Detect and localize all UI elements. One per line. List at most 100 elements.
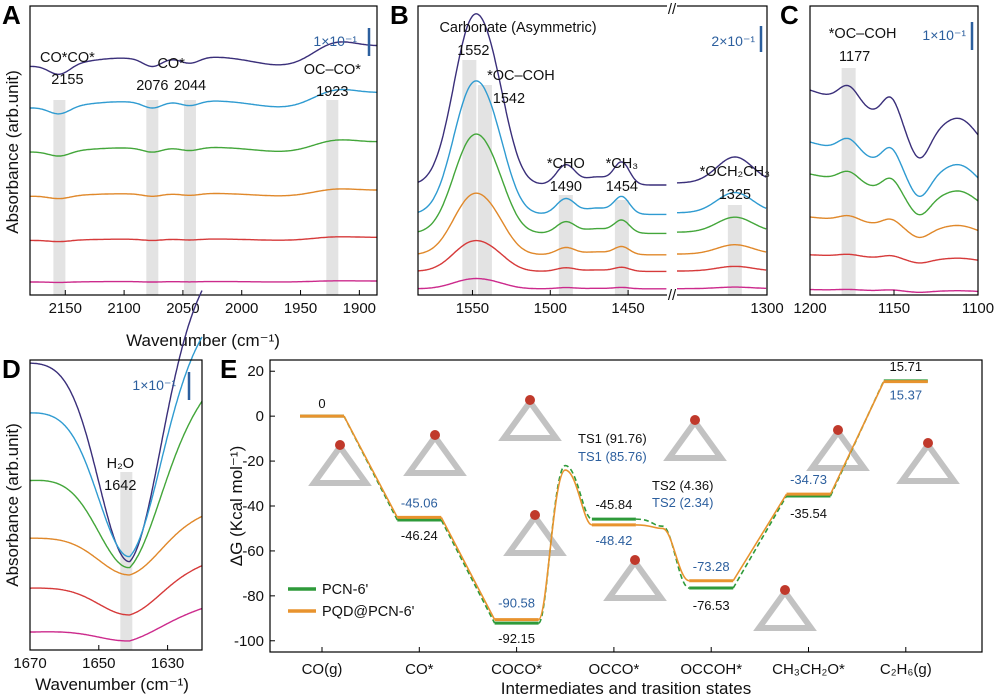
catalyst-structure — [753, 585, 817, 631]
band-value: 1490 — [550, 179, 582, 195]
panel-d-axes — [29, 359, 203, 651]
band-value: 2076 — [136, 78, 168, 94]
pcn-value-label: -35.54 — [790, 506, 827, 521]
pqd-value-label: -73.28 — [693, 559, 730, 574]
panel-d-xlabel: Wavenumber (cm⁻¹) — [35, 675, 189, 694]
catalyst-structure — [603, 555, 667, 601]
catalyst-structure — [503, 510, 567, 556]
panel-b-xtick-label: 1550 — [456, 300, 489, 317]
panel-a-spectrum-3 — [30, 188, 377, 200]
pcn-value-label: -45.84 — [595, 497, 632, 512]
band-value: 1923 — [316, 84, 348, 100]
panel-b-spectrum-right-5 — [677, 286, 767, 290]
band-label: CO* — [157, 56, 185, 72]
band-value: 1325 — [719, 187, 751, 203]
band-value: 2044 — [174, 78, 206, 94]
panel-d-scalebar-label: 1×10⁻¹ — [132, 377, 176, 393]
panel-a-scalebar-label: 1×10⁻¹ — [313, 33, 357, 49]
band-label: *OC–COH — [487, 68, 555, 84]
panel-d-xtick-label: 1670 — [13, 655, 46, 672]
energy-connector — [829, 381, 885, 495]
panel-a-xtick-label: 2050 — [166, 300, 199, 317]
panel-d-label: D — [2, 354, 21, 384]
panel-e-ytick-label: -60 — [242, 543, 264, 560]
panel-b-spectrum-left-3 — [417, 192, 667, 256]
catalyst-structure — [663, 415, 727, 461]
panel-b-axes — [417, 5, 768, 296]
band-value: 1542 — [493, 91, 525, 107]
band-2044 — [183, 100, 196, 295]
panel-c-spectrum-2 — [809, 170, 979, 216]
pqd-value-label: 15.37 — [890, 388, 923, 403]
panel-c-spectrum-4 — [810, 253, 979, 264]
panel-d-xtick-label: 1630 — [151, 655, 184, 672]
panel-e-ytick-label: -20 — [242, 453, 264, 470]
band-2076 — [146, 100, 159, 295]
legend-label: PQD@PCN-6' — [322, 604, 415, 620]
panel-b-spectrum-left-1 — [417, 80, 667, 216]
pcn-value-label: -76.53 — [693, 598, 730, 613]
ts2-pcn-label: TS2 (4.36) — [652, 478, 713, 493]
panel-d-spectrum-2 — [30, 400, 203, 569]
band-label: OC–CO* — [304, 62, 362, 78]
energy-connector — [635, 524, 690, 582]
panel-a-axes — [29, 5, 378, 296]
band-1454 — [614, 200, 629, 295]
category-label: OCCO* — [588, 661, 639, 678]
panel-c-xtick-label: 1100 — [962, 300, 994, 317]
panel-a-xlabel: Wavenumber (cm⁻¹) — [126, 331, 280, 350]
band-value: 1454 — [606, 179, 638, 195]
panel-a-spectrum-4 — [30, 236, 377, 243]
pcn-value-label: -46.24 — [401, 528, 438, 543]
panel-d-spectrum-1 — [30, 336, 203, 558]
energy-connector — [440, 519, 496, 624]
pqd-value-label: -48.42 — [595, 533, 632, 548]
panel-d-spectrum-3 — [30, 515, 203, 576]
band-1177 — [841, 68, 856, 295]
category-label: COCO* — [491, 661, 542, 678]
band-1923 — [326, 100, 339, 295]
pcn-value-label: -92.15 — [498, 631, 535, 646]
panel-e-xlabel: Intermediates and trasition states — [501, 679, 751, 698]
panel-b-spectrum-left-5 — [418, 277, 667, 290]
panel-b-spectrum-right-3 — [677, 244, 767, 255]
panel-a-spectrum-0 — [30, 41, 377, 75]
band-value: 2155 — [51, 72, 83, 88]
band-label: *CHO — [547, 156, 585, 172]
panel-c: C 1200 1150 1100 1×10⁻¹ *OC–COH 1177 — [780, 0, 994, 317]
pqd-value-label: -34.73 — [790, 472, 827, 487]
category-label: C₂H₆(g) — [880, 661, 932, 678]
panel-b-xtick-label: 1450 — [611, 300, 644, 317]
band-1325 — [727, 205, 742, 295]
band-label: Carbonate (Asymmetric) — [439, 20, 596, 36]
panel-c-spectrum-3 — [809, 214, 979, 239]
panel-a-spectrum-2 — [30, 139, 378, 157]
panel-b-spectrum-left-2 — [417, 133, 667, 235]
catalyst-structure — [896, 438, 960, 484]
panel-a-xtick-label: 2100 — [107, 300, 140, 317]
panel-c-scalebar-label: 1×10⁻¹ — [922, 27, 966, 43]
panel-d-spectrum-5 — [29, 607, 203, 642]
axis-break-top: // — [668, 1, 677, 18]
category-label: CO* — [405, 661, 434, 678]
panel-e-ylabel: ΔG (Kcal mol⁻¹) — [227, 446, 246, 566]
pqd-value-label: -90.58 — [498, 596, 535, 611]
panel-e-ytick-label: -100 — [234, 633, 264, 650]
band-1490 — [558, 195, 573, 295]
panel-e-ytick-label: -40 — [242, 498, 264, 515]
panel-c-label: C — [780, 0, 799, 30]
panel-e-label: E — [220, 354, 237, 384]
energy-connector — [440, 516, 496, 620]
panel-c-spectrum-0 — [809, 84, 979, 159]
energy-connector — [732, 495, 788, 589]
energy-connector — [343, 415, 399, 518]
panel-b-spectrum-right-1 — [677, 191, 767, 214]
panel-a-xtick-label: 2000 — [225, 300, 258, 317]
panel-d-spectrum-4 — [30, 565, 203, 616]
panel-e-ytick-label: 0 — [256, 408, 264, 425]
panel-c-spectrum-1 — [809, 137, 979, 197]
panel-b-scalebar-label: 2×10⁻¹ — [711, 33, 755, 49]
panel-a-ylabel: Absorbance (arb.unit) — [3, 70, 22, 233]
panel-e-ytick-label: 20 — [247, 363, 264, 380]
panel-e: E 20 0 -20 -40 -60 -80 -100 CO(g) CO* COCO* OCCO* O… — [220, 354, 983, 698]
